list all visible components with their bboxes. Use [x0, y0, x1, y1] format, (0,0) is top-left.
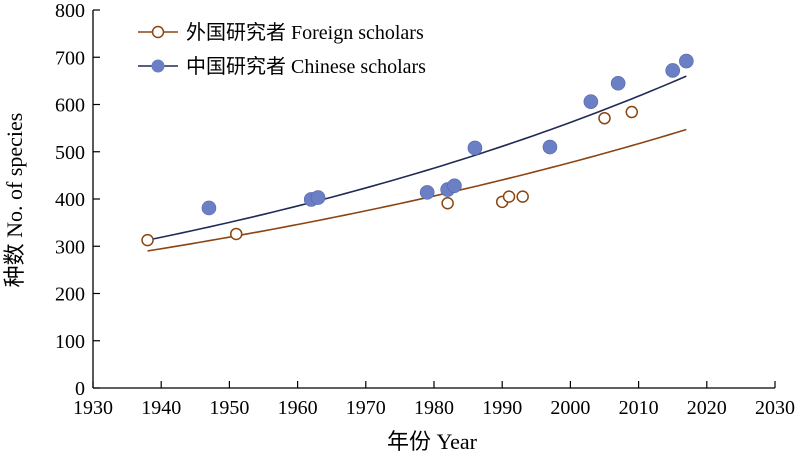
legend: 外国研究者 Foreign scholars 中国研究者 Chinese scho… [138, 21, 426, 78]
axes: 0 100 200 300 400 500 600 700 800 1930 1940 1950 196… [55, 0, 795, 419]
data-point-foreign [516, 190, 529, 203]
x-tick-label: 1990 [482, 397, 522, 419]
data-point-chinese [467, 140, 483, 156]
x-tick-label: 1950 [209, 397, 249, 419]
x-tick-label: 1930 [73, 397, 113, 419]
x-tick-label: 1970 [346, 397, 386, 419]
x-tick-label: 2030 [755, 397, 795, 419]
data-point-foreign [141, 233, 154, 247]
y-tick-label: 0 [75, 378, 85, 400]
legend-label-1: 中国研究者 Chinese scholars [186, 55, 426, 78]
trend-line-1 [147, 75, 687, 241]
data-points [141, 53, 694, 247]
x-tick-label: 1980 [414, 397, 454, 419]
data-point-chinese [583, 94, 599, 109]
y-tick-label: 300 [55, 236, 85, 258]
data-point-chinese [447, 178, 462, 194]
data-point-foreign [598, 111, 611, 125]
y-tick-label: 700 [55, 47, 85, 69]
y-tick-label: 200 [55, 284, 85, 306]
data-point-chinese [665, 63, 681, 78]
data-point-chinese [310, 190, 326, 205]
x-tick-label: 2020 [687, 397, 727, 419]
y-axis-title: 种数 No. of species [2, 113, 27, 288]
x-tick-label: 2010 [619, 397, 659, 419]
y-tick-label: 600 [55, 95, 85, 117]
x-tick-label: 1960 [278, 397, 318, 419]
y-tick-label: 500 [55, 142, 85, 164]
legend-label-0: 外国研究者 Foreign scholars [186, 21, 424, 44]
data-point-chinese [610, 75, 626, 91]
data-point-chinese [419, 185, 435, 200]
data-point-foreign [625, 105, 639, 119]
x-tick-label: 2000 [550, 397, 590, 419]
trend-lines [147, 75, 687, 252]
data-point-chinese [201, 200, 217, 216]
legend-marker-0 [151, 25, 165, 39]
y-tick-label: 100 [55, 331, 85, 353]
x-axis-title: 年份 Year [387, 429, 478, 454]
data-point-chinese [542, 139, 558, 155]
y-tick-label: 400 [55, 189, 85, 211]
x-tick-label: 1940 [141, 397, 181, 419]
trend-line-0 [147, 128, 687, 252]
data-point-chinese [679, 53, 694, 69]
data-point-foreign [229, 227, 243, 241]
legend-marker-1 [151, 59, 165, 73]
data-point-foreign [441, 197, 454, 210]
data-point-foreign [502, 190, 516, 203]
y-tick-label: 800 [55, 0, 85, 22]
